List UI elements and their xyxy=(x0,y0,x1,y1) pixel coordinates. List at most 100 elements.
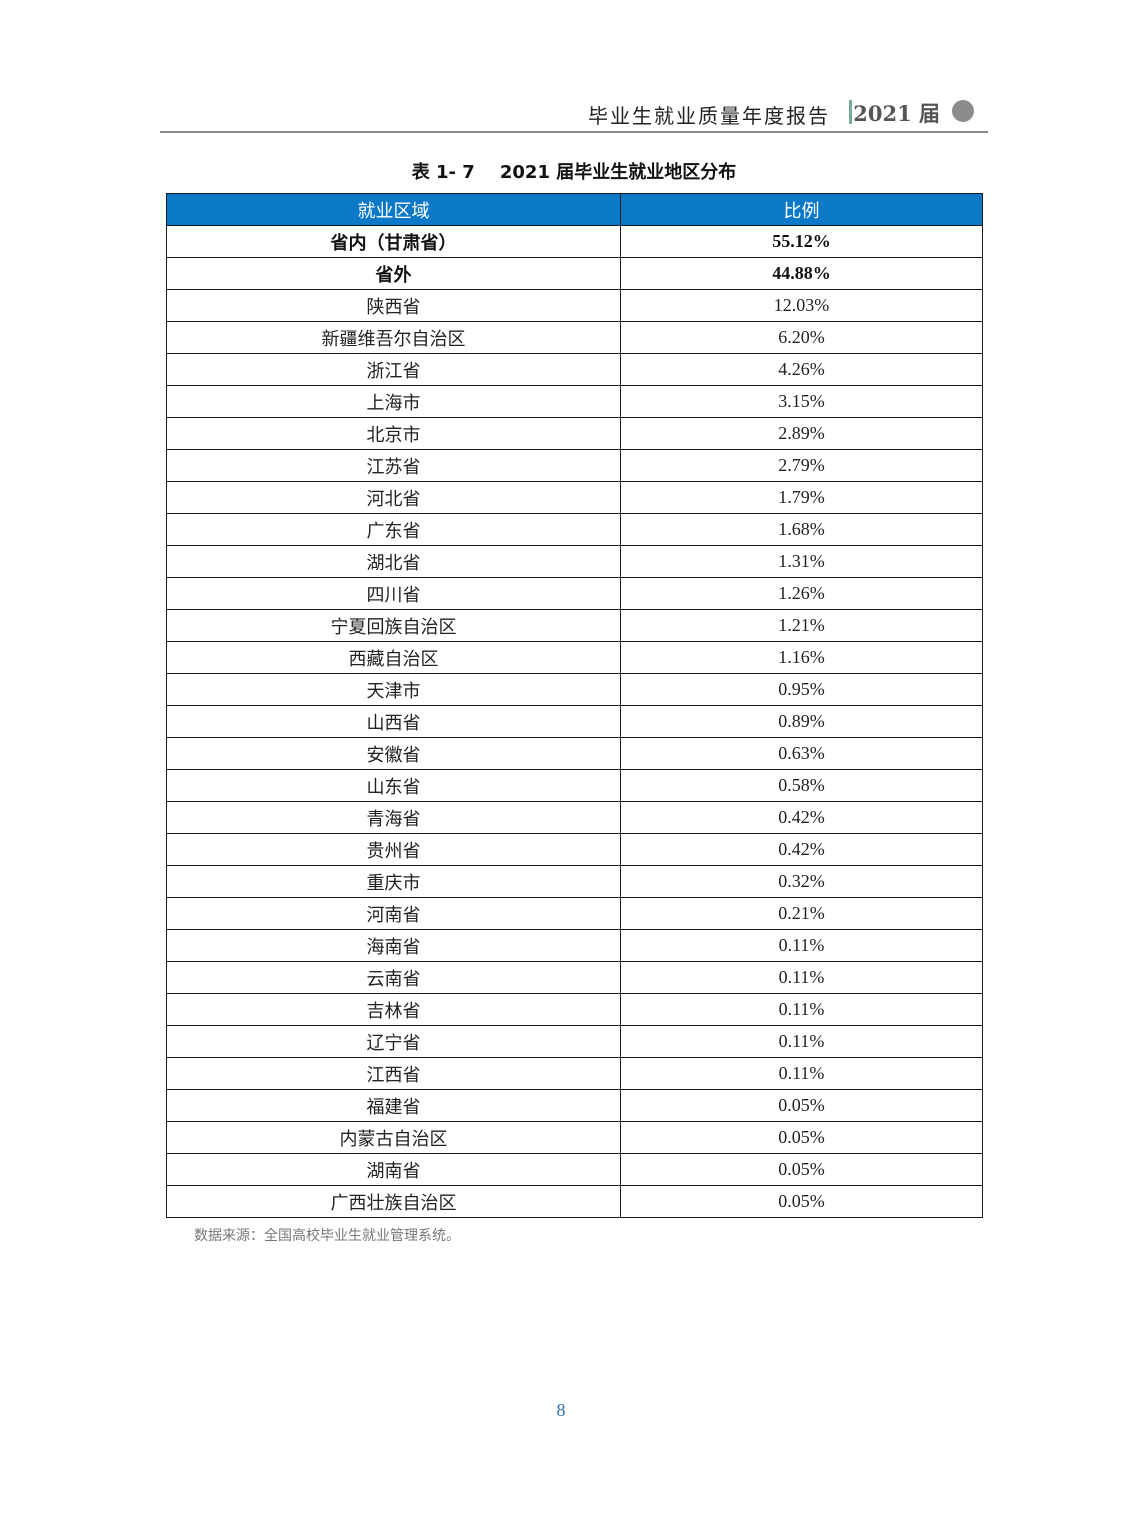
region-cell: 河南省 xyxy=(166,897,621,930)
ratio-cell: 0.42% xyxy=(620,833,983,866)
data-source-note: 数据来源：全国高校毕业生就业管理系统。 xyxy=(194,1228,460,1244)
ratio-cell: 0.63% xyxy=(620,737,983,770)
table-row: 北京市 2.89% xyxy=(166,417,983,450)
region-cell: 安徽省 xyxy=(166,737,621,770)
ratio-cell: 0.05% xyxy=(620,1089,983,1122)
region-cell: 广东省 xyxy=(166,513,621,546)
ratio-cell: 3.15% xyxy=(620,385,983,418)
table-row: 青海省 0.42% xyxy=(166,801,983,834)
region-cell: 青海省 xyxy=(166,801,621,834)
table-row: 省外 44.88% xyxy=(166,257,983,290)
region-cell: 河北省 xyxy=(166,481,621,514)
running-header: 毕业生就业质量年度报告 2021 届 xyxy=(160,96,988,132)
ratio-cell: 12.03% xyxy=(620,289,983,322)
report-title: 毕业生就业质量年度报告 xyxy=(588,104,830,128)
region-cell: 上海市 xyxy=(166,385,621,418)
table-row: 上海市 3.15% xyxy=(166,385,983,418)
table-row: 广西壮族自治区 0.05% xyxy=(166,1185,983,1218)
table-row: 湖南省 0.05% xyxy=(166,1153,983,1186)
page-number: 8 xyxy=(556,1400,566,1420)
column-header-ratio: 比例 xyxy=(620,193,983,226)
ratio-cell: 0.11% xyxy=(620,1057,983,1090)
ratio-cell: 1.21% xyxy=(620,609,983,642)
table-row: 重庆市 0.32% xyxy=(166,865,983,898)
region-cell: 湖北省 xyxy=(166,545,621,578)
region-cell: 辽宁省 xyxy=(166,1025,621,1058)
region-cell: 省外 xyxy=(166,257,621,290)
region-cell: 重庆市 xyxy=(166,865,621,898)
region-cell: 江苏省 xyxy=(166,449,621,482)
ratio-cell: 0.89% xyxy=(620,705,983,738)
ratio-cell: 1.68% xyxy=(620,513,983,546)
table-caption: 表 1- 7 2021 届毕业生就业地区分布 xyxy=(166,158,982,184)
ratio-cell: 0.95% xyxy=(620,673,983,706)
region-cell: 浙江省 xyxy=(166,353,621,386)
ratio-cell: 55.12% xyxy=(620,225,983,258)
table-row: 宁夏回族自治区 1.21% xyxy=(166,609,983,642)
ratio-cell: 0.05% xyxy=(620,1153,983,1186)
table-row: 海南省 0.11% xyxy=(166,929,983,962)
region-cell: 福建省 xyxy=(166,1089,621,1122)
region-cell: 宁夏回族自治区 xyxy=(166,609,621,642)
ratio-cell: 2.79% xyxy=(620,449,983,482)
table-row: 天津市 0.95% xyxy=(166,673,983,706)
region-cell: 山东省 xyxy=(166,769,621,802)
ratio-cell: 0.21% xyxy=(620,897,983,930)
header-separator xyxy=(849,100,852,124)
table-row: 内蒙古自治区 0.05% xyxy=(166,1121,983,1154)
ratio-cell: 0.11% xyxy=(620,961,983,994)
table-row: 贵州省 0.42% xyxy=(166,833,983,866)
region-cell: 云南省 xyxy=(166,961,621,994)
table-caption-text: 2021 届毕业生就业地区分布 xyxy=(499,162,737,183)
column-header-region: 就业区域 xyxy=(166,193,621,226)
ratio-cell: 4.26% xyxy=(620,353,983,386)
region-cell: 江西省 xyxy=(166,1057,621,1090)
table-row: 山东省 0.58% xyxy=(166,769,983,802)
table-row: 福建省 0.05% xyxy=(166,1089,983,1122)
table-row: 四川省 1.26% xyxy=(166,577,983,610)
circle-icon xyxy=(952,100,974,122)
region-cell: 西藏自治区 xyxy=(166,641,621,674)
table-row: 陕西省 12.03% xyxy=(166,289,983,322)
region-cell: 内蒙古自治区 xyxy=(166,1121,621,1154)
ratio-cell: 0.42% xyxy=(620,801,983,834)
table-row: 山西省 0.89% xyxy=(166,705,983,738)
table-row: 安徽省 0.63% xyxy=(166,737,983,770)
region-cell: 山西省 xyxy=(166,705,621,738)
table-row: 河南省 0.21% xyxy=(166,897,983,930)
ratio-cell: 0.58% xyxy=(620,769,983,802)
ratio-cell: 0.11% xyxy=(620,1025,983,1058)
region-cell: 湖南省 xyxy=(166,1153,621,1186)
region-cell: 广西壮族自治区 xyxy=(166,1185,621,1218)
ratio-cell: 0.11% xyxy=(620,929,983,962)
region-cell: 陕西省 xyxy=(166,289,621,322)
table-row: 广东省 1.68% xyxy=(166,513,983,546)
table-row: 云南省 0.11% xyxy=(166,961,983,994)
table-row: 浙江省 4.26% xyxy=(166,353,983,386)
ratio-cell: 0.32% xyxy=(620,865,983,898)
region-cell: 北京市 xyxy=(166,417,621,450)
region-cell: 新疆维吾尔自治区 xyxy=(166,321,621,354)
ratio-cell: 0.05% xyxy=(620,1121,983,1154)
employment-region-table: 就业区域 比例 省内（甘肃省） 55.12% 省外 44.88% 陕西省 12.03% 新疆… xyxy=(166,193,983,1218)
region-cell: 吉林省 xyxy=(166,993,621,1026)
ratio-cell: 2.89% xyxy=(620,417,983,450)
table-caption-label: 表 1- 7 xyxy=(411,162,475,183)
table-row: 辽宁省 0.11% xyxy=(166,1025,983,1058)
table-row: 省内（甘肃省） 55.12% xyxy=(166,225,983,258)
ratio-cell: 6.20% xyxy=(620,321,983,354)
table-row: 河北省 1.79% xyxy=(166,481,983,514)
ratio-cell: 44.88% xyxy=(620,257,983,290)
table-row: 江西省 0.11% xyxy=(166,1057,983,1090)
report-year: 2021 届 xyxy=(853,101,940,126)
table-row: 新疆维吾尔自治区 6.20% xyxy=(166,321,983,354)
ratio-cell: 1.79% xyxy=(620,481,983,514)
ratio-cell: 0.05% xyxy=(620,1185,983,1218)
region-cell: 海南省 xyxy=(166,929,621,962)
table-row: 西藏自治区 1.16% xyxy=(166,641,983,674)
table-row: 湖北省 1.31% xyxy=(166,545,983,578)
ratio-cell: 0.11% xyxy=(620,993,983,1026)
region-cell: 天津市 xyxy=(166,673,621,706)
ratio-cell: 1.31% xyxy=(620,545,983,578)
ratio-cell: 1.26% xyxy=(620,577,983,610)
